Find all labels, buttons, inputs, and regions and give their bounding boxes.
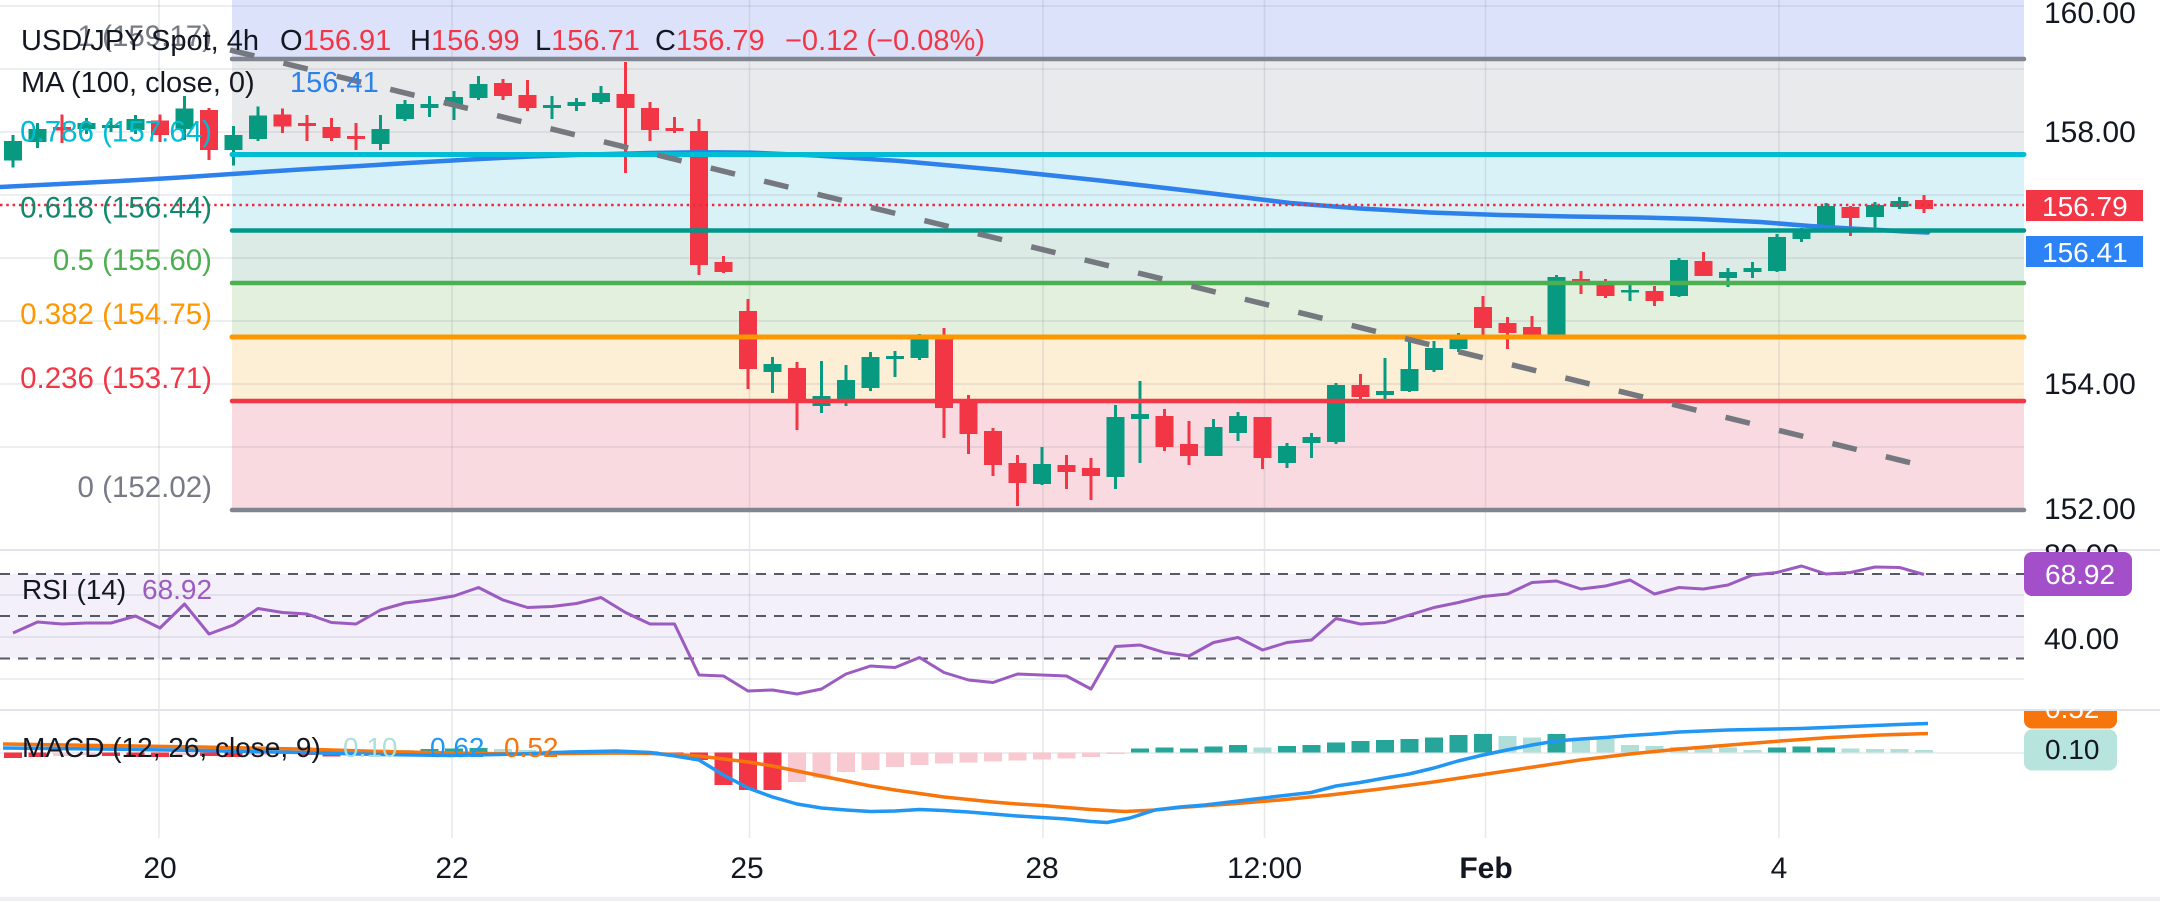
svg-text:20: 20 bbox=[143, 852, 176, 885]
svg-text:28: 28 bbox=[1025, 852, 1058, 885]
svg-text:40.00: 40.00 bbox=[2044, 623, 2119, 656]
svg-text:MA (100, close, 0)156.41: MA (100, close, 0) 156.41 bbox=[21, 67, 379, 99]
svg-text:RSI (14)68.92: RSI (14) 68.92 bbox=[22, 574, 212, 605]
svg-text:0.786 (157.64): 0.786 (157.64) bbox=[20, 116, 212, 149]
svg-text:158.00: 158.00 bbox=[2044, 116, 2136, 149]
svg-text:MACD (12, 26, close, 9)0.100.6: MACD (12, 26, close, 9) 0.10 0.62 0.52 bbox=[22, 732, 559, 763]
svg-text:0.5 (155.60): 0.5 (155.60) bbox=[53, 244, 212, 277]
svg-text:Feb: Feb bbox=[1459, 852, 1512, 885]
svg-text:0.382 (154.75): 0.382 (154.75) bbox=[20, 298, 212, 331]
svg-text:160.00: 160.00 bbox=[2044, 0, 2136, 30]
svg-text:156.41: 156.41 bbox=[2042, 237, 2128, 268]
svg-text:0.52: 0.52 bbox=[2045, 693, 2100, 724]
svg-text:0.618 (156.44): 0.618 (156.44) bbox=[20, 192, 212, 225]
svg-text:22: 22 bbox=[435, 852, 468, 885]
svg-text:0.10: 0.10 bbox=[2045, 734, 2100, 765]
svg-text:0.236 (153.71): 0.236 (153.71) bbox=[20, 362, 212, 395]
svg-text:156.79: 156.79 bbox=[2042, 191, 2128, 222]
svg-text:4: 4 bbox=[1771, 852, 1788, 885]
svg-text:1 (159.17): 1 (159.17) bbox=[78, 20, 212, 53]
svg-text:25: 25 bbox=[730, 852, 763, 885]
svg-text:68.92: 68.92 bbox=[2045, 559, 2115, 590]
svg-text:12:00: 12:00 bbox=[1227, 852, 1302, 885]
svg-text:154.00: 154.00 bbox=[2044, 368, 2136, 401]
svg-text:0 (152.02): 0 (152.02) bbox=[78, 471, 212, 504]
svg-text:152.00: 152.00 bbox=[2044, 493, 2136, 526]
